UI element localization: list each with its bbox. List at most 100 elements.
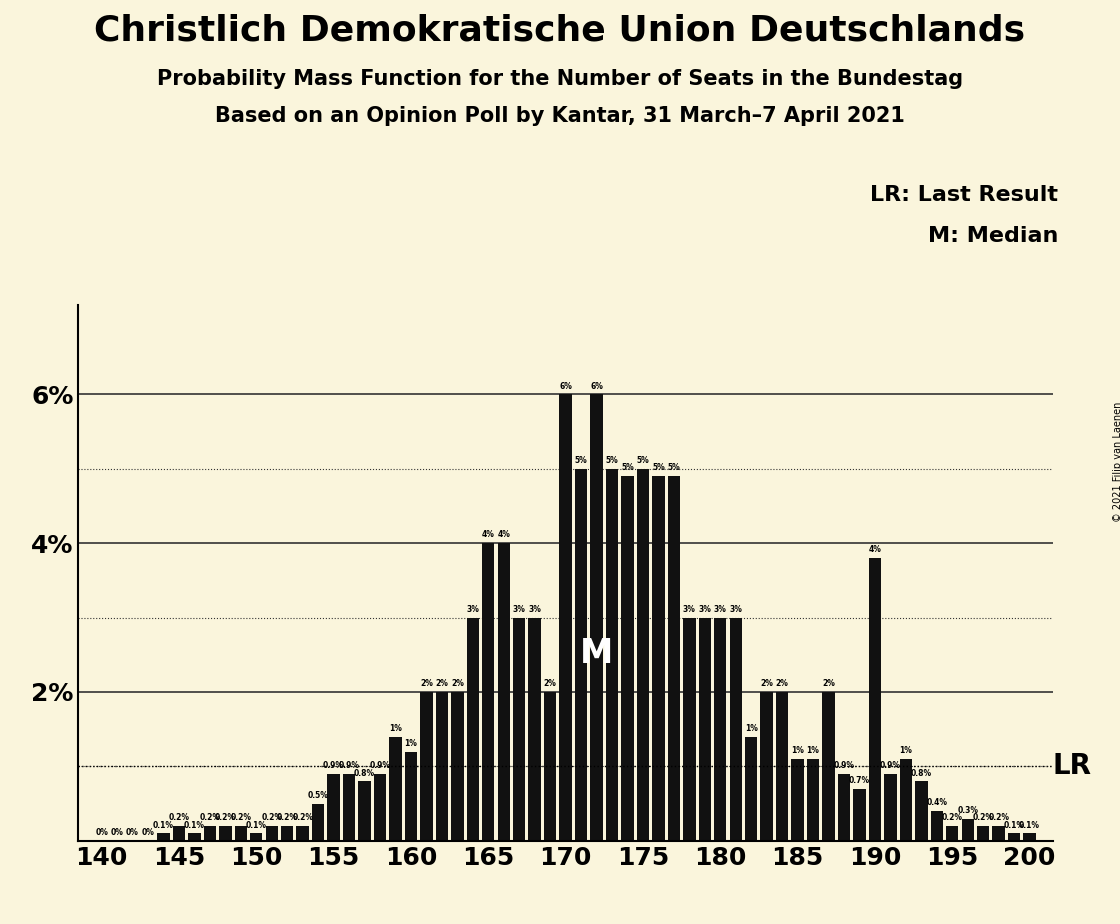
Text: 4%: 4% <box>497 530 511 540</box>
Bar <box>297 826 309 841</box>
Bar <box>575 468 587 841</box>
Text: 5%: 5% <box>668 464 680 472</box>
Text: 2%: 2% <box>420 679 432 688</box>
Text: 0.4%: 0.4% <box>926 798 948 808</box>
Text: 4%: 4% <box>868 545 881 554</box>
Text: 2%: 2% <box>543 679 557 688</box>
Text: 3%: 3% <box>529 605 541 614</box>
Bar <box>606 468 618 841</box>
Text: 0.2%: 0.2% <box>199 813 221 822</box>
Text: 2%: 2% <box>760 679 773 688</box>
Bar <box>312 804 325 841</box>
Bar <box>946 826 959 841</box>
Text: 0.2%: 0.2% <box>942 813 963 822</box>
Text: 0.7%: 0.7% <box>849 776 870 785</box>
Text: 0.1%: 0.1% <box>1004 821 1025 830</box>
Bar <box>157 833 169 841</box>
Bar <box>899 759 912 841</box>
Text: 1%: 1% <box>791 747 804 755</box>
Bar <box>745 736 757 841</box>
Bar <box>1024 833 1036 841</box>
Text: 0.2%: 0.2% <box>988 813 1009 822</box>
Bar <box>806 759 819 841</box>
Bar <box>590 395 603 841</box>
Bar <box>962 819 974 841</box>
Bar <box>436 692 448 841</box>
Text: 5%: 5% <box>575 456 588 465</box>
Bar <box>204 826 216 841</box>
Bar <box>668 476 680 841</box>
Text: Probability Mass Function for the Number of Seats in the Bundestag: Probability Mass Function for the Number… <box>157 69 963 90</box>
Text: 1%: 1% <box>389 723 402 733</box>
Bar <box>622 476 634 841</box>
Bar <box>760 692 773 841</box>
Text: 4%: 4% <box>482 530 495 540</box>
Text: 5%: 5% <box>606 456 618 465</box>
Bar <box>729 617 741 841</box>
Bar <box>683 617 696 841</box>
Text: 1%: 1% <box>899 747 913 755</box>
Text: 0.9%: 0.9% <box>323 761 344 770</box>
Text: 3%: 3% <box>513 605 525 614</box>
Bar <box>513 617 525 841</box>
Bar <box>281 826 293 841</box>
Bar <box>715 617 727 841</box>
Text: 0.9%: 0.9% <box>338 761 360 770</box>
Bar <box>420 692 432 841</box>
Text: M: M <box>580 637 613 670</box>
Bar <box>915 782 927 841</box>
Bar <box>869 558 881 841</box>
Bar <box>497 543 510 841</box>
Text: 0%: 0% <box>95 828 108 837</box>
Text: 6%: 6% <box>590 382 603 391</box>
Bar <box>559 395 572 841</box>
Bar <box>265 826 278 841</box>
Bar <box>977 826 989 841</box>
Bar <box>482 543 494 841</box>
Text: LR: Last Result: LR: Last Result <box>870 185 1058 205</box>
Text: 0%: 0% <box>111 828 123 837</box>
Text: 2%: 2% <box>436 679 448 688</box>
Text: LR: LR <box>1053 752 1092 781</box>
Text: 0.5%: 0.5% <box>308 791 328 800</box>
Bar <box>992 826 1005 841</box>
Text: 0.1%: 0.1% <box>153 821 174 830</box>
Text: 0.2%: 0.2% <box>168 813 189 822</box>
Text: 1%: 1% <box>745 723 757 733</box>
Bar <box>884 774 897 841</box>
Text: 0.2%: 0.2% <box>215 813 236 822</box>
Bar <box>358 782 371 841</box>
Text: 5%: 5% <box>652 464 665 472</box>
Bar <box>699 617 711 841</box>
Text: 1%: 1% <box>806 747 820 755</box>
Bar <box>822 692 834 841</box>
Text: Christlich Demokratische Union Deutschlands: Christlich Demokratische Union Deutschla… <box>94 14 1026 48</box>
Bar <box>652 476 664 841</box>
Text: 2%: 2% <box>451 679 464 688</box>
Bar <box>451 692 464 841</box>
Text: 3%: 3% <box>713 605 727 614</box>
Text: 0%: 0% <box>127 828 139 837</box>
Bar <box>343 774 355 841</box>
Text: M: Median: M: Median <box>928 226 1058 247</box>
Bar <box>390 736 402 841</box>
Text: 2%: 2% <box>776 679 788 688</box>
Text: Based on an Opinion Poll by Kantar, 31 March–7 April 2021: Based on an Opinion Poll by Kantar, 31 M… <box>215 106 905 127</box>
Bar <box>250 833 262 841</box>
Text: 0.2%: 0.2% <box>972 813 993 822</box>
Text: 1%: 1% <box>404 739 418 748</box>
Text: 0.9%: 0.9% <box>370 761 391 770</box>
Text: © 2021 Filip van Laenen: © 2021 Filip van Laenen <box>1113 402 1120 522</box>
Text: 5%: 5% <box>636 456 650 465</box>
Bar <box>776 692 788 841</box>
Text: 3%: 3% <box>729 605 743 614</box>
Bar <box>327 774 339 841</box>
Text: 0%: 0% <box>141 828 155 837</box>
Bar <box>792 759 804 841</box>
Text: 0.8%: 0.8% <box>911 769 932 778</box>
Text: 5%: 5% <box>622 464 634 472</box>
Bar <box>234 826 248 841</box>
Text: 3%: 3% <box>699 605 711 614</box>
Text: 3%: 3% <box>466 605 479 614</box>
Text: 0.3%: 0.3% <box>958 806 978 815</box>
